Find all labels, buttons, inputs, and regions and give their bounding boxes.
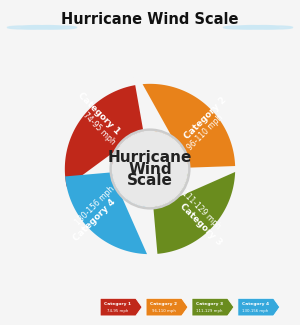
Text: Category 2: Category 2 <box>183 95 228 141</box>
Text: Category 4: Category 4 <box>72 197 118 243</box>
Ellipse shape <box>252 26 276 28</box>
Ellipse shape <box>8 26 41 29</box>
Text: Category 1: Category 1 <box>76 91 122 136</box>
Circle shape <box>112 132 188 206</box>
Text: Hurricane Wind Scale: Hurricane Wind Scale <box>61 11 239 27</box>
Polygon shape <box>146 298 188 316</box>
Polygon shape <box>65 70 146 187</box>
Polygon shape <box>238 298 280 316</box>
Text: 74-95 mph: 74-95 mph <box>81 110 117 146</box>
Text: 96-110 mph: 96-110 mph <box>186 113 225 152</box>
Ellipse shape <box>44 26 76 29</box>
Text: 96-110 mph: 96-110 mph <box>152 309 176 313</box>
Ellipse shape <box>21 27 63 29</box>
Text: Hurricane: Hurricane <box>108 150 192 165</box>
Text: 111-129 mph: 111-129 mph <box>196 309 223 313</box>
Polygon shape <box>152 170 235 269</box>
Text: Category 4: Category 4 <box>242 302 269 306</box>
Text: Category 3: Category 3 <box>178 202 224 247</box>
Polygon shape <box>100 298 142 316</box>
Text: Scale: Scale <box>127 173 173 188</box>
Text: Category 3: Category 3 <box>196 302 223 306</box>
Ellipse shape <box>237 27 279 29</box>
Ellipse shape <box>240 26 264 28</box>
Text: 74-95 mph: 74-95 mph <box>107 309 128 313</box>
Text: 130-156 mph: 130-156 mph <box>242 309 268 313</box>
Ellipse shape <box>260 26 292 29</box>
Polygon shape <box>192 298 234 316</box>
Polygon shape <box>142 84 251 168</box>
Ellipse shape <box>24 26 48 28</box>
Text: Wind: Wind <box>128 162 172 176</box>
Text: Category 1: Category 1 <box>104 302 131 306</box>
Ellipse shape <box>224 26 256 29</box>
Ellipse shape <box>36 26 60 28</box>
Text: 130-156 mph: 130-156 mph <box>73 184 116 227</box>
Text: 111-129 mph: 111-129 mph <box>180 189 222 231</box>
Polygon shape <box>50 171 148 254</box>
Text: Category 2: Category 2 <box>150 302 177 306</box>
